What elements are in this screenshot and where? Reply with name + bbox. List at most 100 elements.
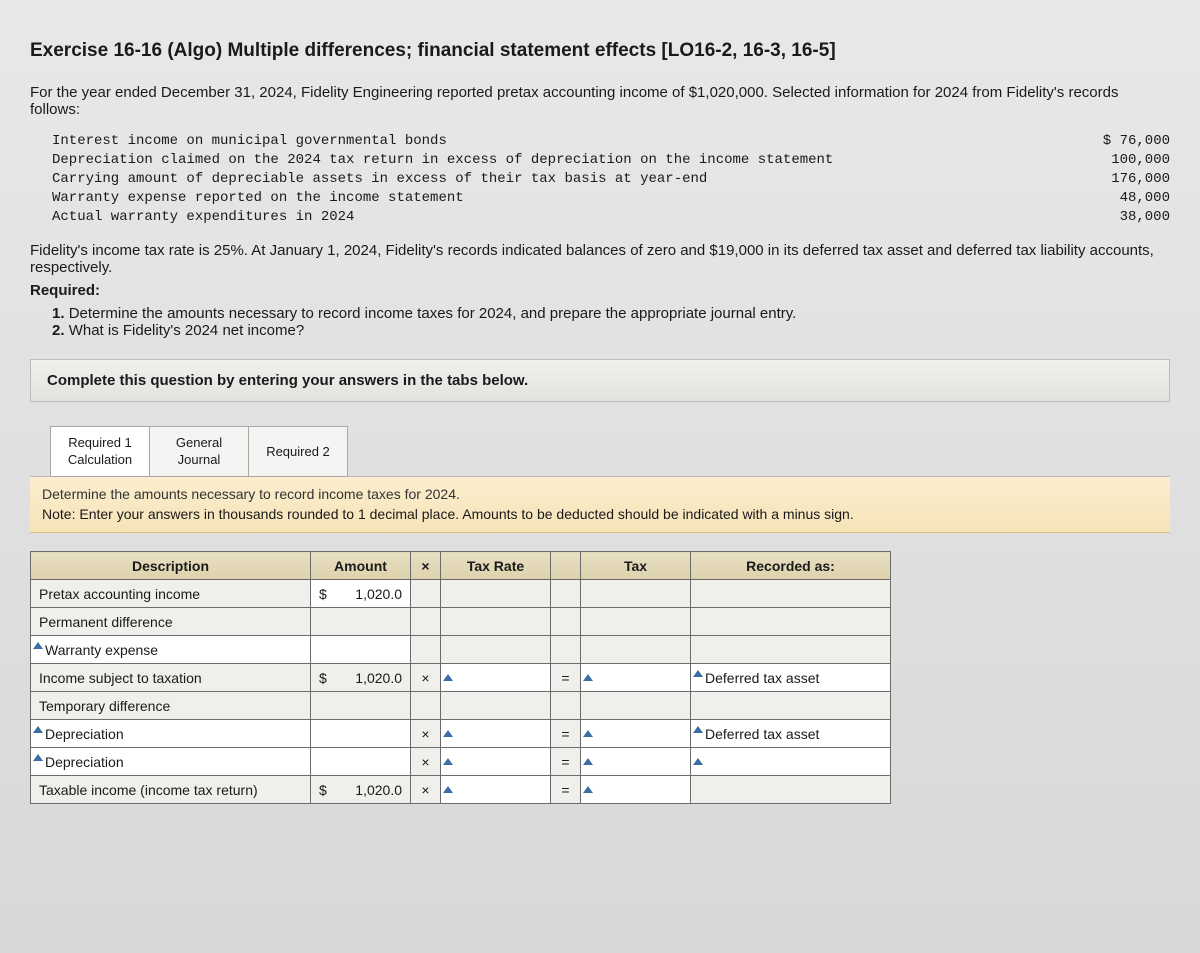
record-value: 38,000	[1085, 208, 1170, 227]
record-row: Actual warranty expenditures in 202438,0…	[52, 208, 1170, 227]
dropdown-indicator-icon	[583, 758, 593, 765]
th-amount: Amount	[311, 552, 411, 580]
record-value: $ 76,000	[1085, 132, 1170, 151]
description-text: Warranty expense	[45, 642, 158, 658]
table-row: Pretax accounting income $1,020.0	[31, 580, 891, 608]
description-text: Income subject to taxation	[39, 670, 202, 686]
cell-tax[interactable]	[581, 748, 691, 776]
cell-multiply	[411, 580, 441, 608]
record-label: Actual warranty expenditures in 2024	[52, 208, 1085, 227]
cell-equals	[551, 692, 581, 720]
record-row: Interest income on municipal governmenta…	[52, 132, 1170, 151]
table-row: Permanent difference	[31, 608, 891, 636]
cell-tax[interactable]	[581, 776, 691, 804]
tab-label: General	[176, 435, 222, 450]
dropdown-indicator-icon	[33, 754, 43, 761]
cell-amount	[311, 692, 411, 720]
record-label: Carrying amount of depreciable assets in…	[52, 170, 1085, 189]
cell-description[interactable]: Depreciation	[31, 720, 311, 748]
cell-recorded-as	[691, 692, 891, 720]
cell-tax[interactable]	[581, 720, 691, 748]
records-block: Interest income on municipal governmenta…	[52, 132, 1170, 226]
cell-description[interactable]: Warranty expense	[31, 636, 311, 664]
cell-description[interactable]: Depreciation	[31, 748, 311, 776]
cell-recorded-as	[691, 636, 891, 664]
description-text: Pretax accounting income	[39, 586, 200, 602]
cell-tax-rate[interactable]	[441, 748, 551, 776]
cell-description: Pretax accounting income	[31, 580, 311, 608]
cell-tax-rate	[441, 608, 551, 636]
cell-multiply: ×	[411, 776, 441, 804]
table-row: Depreciation×=Deferred tax asset	[31, 720, 891, 748]
cell-tax[interactable]	[581, 664, 691, 692]
requirement-item: What is Fidelity's 2024 net income?	[52, 322, 1170, 339]
tab-label: Required 2	[266, 444, 330, 460]
requirement-item: Determine the amounts necessary to recor…	[52, 305, 1170, 322]
cell-equals: =	[551, 664, 581, 692]
cell-amount[interactable]	[311, 636, 411, 664]
cell-tax-rate[interactable]	[441, 664, 551, 692]
record-label: Depreciation claimed on the 2024 tax ret…	[52, 151, 1085, 170]
dropdown-indicator-icon	[443, 730, 453, 737]
recorded-as-text: Deferred tax asset	[705, 726, 819, 742]
tab-general-journal[interactable]: General Journal	[149, 426, 249, 477]
table-row: Temporary difference	[31, 692, 891, 720]
cell-amount[interactable]: $1,020.0	[311, 580, 411, 608]
cell-amount[interactable]	[311, 720, 411, 748]
cell-equals	[551, 636, 581, 664]
note-line-2: Note: Enter your answers in thousands ro…	[42, 505, 1158, 525]
intro-text: For the year ended December 31, 2024, Fi…	[30, 84, 1170, 118]
cell-description: Temporary difference	[31, 692, 311, 720]
cell-equals: =	[551, 720, 581, 748]
cell-tax	[581, 636, 691, 664]
cell-tax	[581, 580, 691, 608]
description-text: Depreciation	[45, 754, 124, 770]
cell-tax	[581, 692, 691, 720]
th-description: Description	[31, 552, 311, 580]
para-tax-rate: Fidelity's income tax rate is 25%. At Ja…	[30, 242, 1170, 276]
description-text: Permanent difference	[39, 614, 173, 630]
cell-equals: =	[551, 748, 581, 776]
table-row: Taxable income (income tax return) $1,020…	[31, 776, 891, 804]
tab-label: Required 1	[68, 435, 132, 450]
exercise-title: Exercise 16-16 (Algo) Multiple differenc…	[30, 40, 1170, 62]
cell-tax-rate[interactable]	[441, 776, 551, 804]
description-text: Depreciation	[45, 726, 124, 742]
recorded-as-text: Deferred tax asset	[705, 670, 819, 686]
cell-recorded-as[interactable]: Deferred tax asset	[691, 664, 891, 692]
cell-multiply	[411, 636, 441, 664]
th-recorded-as: Recorded as:	[691, 552, 891, 580]
record-label: Warranty expense reported on the income …	[52, 189, 1085, 208]
dropdown-indicator-icon	[33, 726, 43, 733]
cell-recorded-as	[691, 608, 891, 636]
record-value: 100,000	[1085, 151, 1170, 170]
cell-equals	[551, 580, 581, 608]
tab-required1-calculation[interactable]: Required 1 Calculation	[50, 426, 150, 477]
note-line-1: Determine the amounts necessary to recor…	[42, 485, 1158, 505]
th-tax: Tax	[581, 552, 691, 580]
description-text: Taxable income (income tax return)	[39, 782, 258, 798]
cell-multiply	[411, 608, 441, 636]
dropdown-indicator-icon	[693, 670, 703, 677]
cell-tax-rate	[441, 692, 551, 720]
dropdown-indicator-icon	[33, 642, 43, 649]
dropdown-indicator-icon	[583, 674, 593, 681]
cell-amount[interactable]	[311, 748, 411, 776]
cell-multiply	[411, 692, 441, 720]
cell-amount: $1,020.0	[311, 664, 411, 692]
record-row: Depreciation claimed on the 2024 tax ret…	[52, 151, 1170, 170]
tab-required2[interactable]: Required 2	[248, 426, 348, 477]
note-bar: Determine the amounts necessary to recor…	[30, 477, 1170, 533]
cell-amount: $1,020.0	[311, 776, 411, 804]
cell-tax-rate	[441, 580, 551, 608]
record-value: 48,000	[1085, 189, 1170, 208]
cell-tax-rate[interactable]	[441, 720, 551, 748]
cell-recorded-as[interactable]: Deferred tax asset	[691, 720, 891, 748]
th-equals	[551, 552, 581, 580]
cell-recorded-as	[691, 580, 891, 608]
cell-recorded-as[interactable]	[691, 748, 891, 776]
tab-label: Journal	[178, 452, 221, 467]
dropdown-indicator-icon	[443, 674, 453, 681]
cell-tax	[581, 608, 691, 636]
cell-tax-rate	[441, 636, 551, 664]
